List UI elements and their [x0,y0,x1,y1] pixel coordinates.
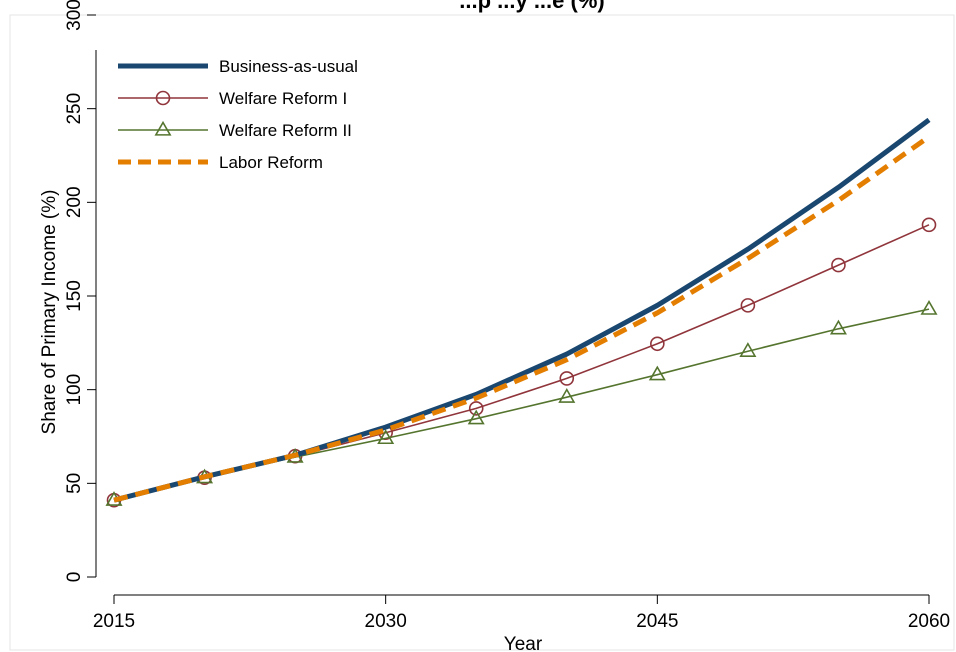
data-point-welfare-reform-ii [829,319,847,335]
legend-item-labor-reform: Labor Reform [118,153,323,172]
x-tick-label: 2045 [636,611,678,632]
data-point-welfare-reform-ii [558,388,576,403]
series-line-labor-reform [113,134,931,503]
x-tick-label: 2060 [908,611,950,632]
legend-item-welfare-reform-ii: Welfare Reform II [118,120,352,140]
data-point-welfare-reform-ii [739,342,757,357]
legend: Business-as-usual Welfare Reform I Welfare… [118,57,358,172]
y-tick-label: 100 [64,374,85,406]
y-tick-label: 150 [64,280,85,312]
x-axis-title: Year [504,634,543,652]
data-point-welfare-reform-ii [920,300,938,315]
data-point-welfare-reform-i [559,371,575,386]
plot-area [9,14,955,651]
legend-label: Labor Reform [219,153,323,172]
data-point-welfare-reform-i [650,336,665,352]
data-point-welfare-reform-i [831,257,846,273]
data-point-welfare-reform-ii [648,365,666,381]
legend-label: Welfare Reform I [219,89,347,108]
legend-label: Business-as-usual [219,57,358,76]
legend-item-business-as-usual: Business-as-usual [118,57,358,76]
x-tick-label: 2030 [365,611,407,632]
y-tick-label: 0 [64,572,85,583]
legend-marker [154,120,172,136]
chart-title: ...p ...y ...e (%) [459,0,604,13]
plot-region-frame [9,14,955,651]
y-axis: 0 50 100 150 200 250 300 [64,0,97,583]
data-point-welfare-reform-ii [377,429,395,445]
data-point-welfare-reform-ii [467,409,485,425]
data-point-welfare-reform-i [740,298,756,313]
y-axis-title: Share of Primary Income (%) [39,190,60,435]
y-tick-label: 50 [64,473,85,494]
data-point-welfare-reform-i [921,217,937,233]
y-tick-label: 200 [64,186,85,218]
y-tick-label: 250 [64,93,85,125]
legend-item-welfare-reform-i: Welfare Reform I [118,89,347,108]
legend-label: Welfare Reform II [219,121,352,140]
x-axis: 2015 2030 2045 2060 [93,594,950,632]
legend-marker [155,90,171,106]
data-point-welfare-reform-i [468,401,484,416]
series-layer [105,117,938,508]
y-tick-label: 300 [64,0,85,31]
series-labor-reform [113,134,931,503]
x-tick-label: 2015 [93,611,135,632]
